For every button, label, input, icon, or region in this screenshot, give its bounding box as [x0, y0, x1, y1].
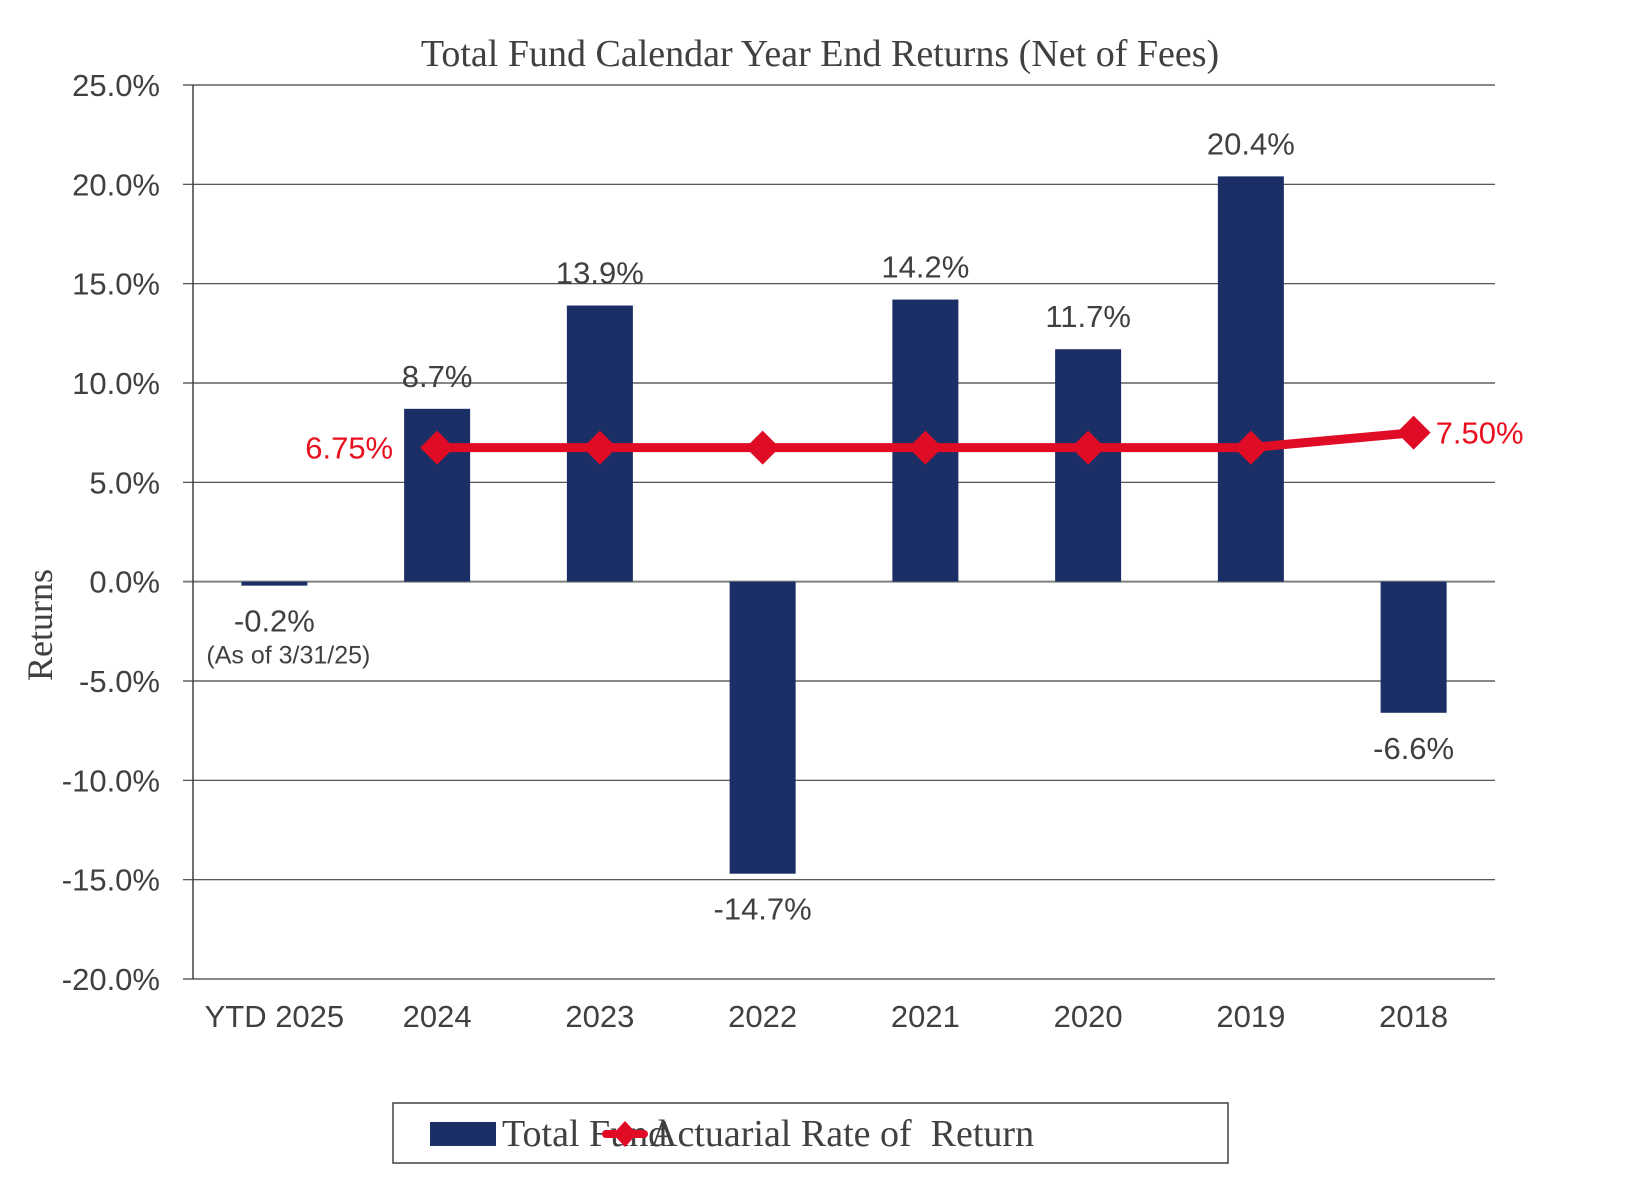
bar-value-label: 8.7%	[402, 359, 473, 394]
data-labels: -0.2% 8.7% 13.9% -14.7% 14.2% 11.7% 20.4% -6.6%…	[206, 126, 1523, 926]
y-tick-label: 20.0%	[72, 167, 160, 202]
y-tick-label: -5.0%	[79, 664, 160, 699]
y-tick-label: 10.0%	[72, 366, 160, 401]
diamond-marker	[1071, 430, 1106, 465]
y-axis-title: Returns	[20, 569, 60, 681]
bar-value-label: 20.4%	[1207, 126, 1295, 161]
y-tick-label: -10.0%	[62, 763, 160, 798]
x-tick-label: 2018	[1379, 999, 1448, 1034]
y-tick-label: 25.0%	[72, 68, 160, 103]
y-tick-label: 15.0%	[72, 267, 160, 302]
bar-value-label: -6.6%	[1373, 731, 1454, 766]
diamond-marker	[420, 430, 455, 465]
actuarial-rate-line	[420, 415, 1431, 465]
legend: Total Fund Actuarial Rate of Return	[392, 1102, 1229, 1164]
chart-title: Total Fund Calendar Year End Returns (Ne…	[421, 33, 1219, 75]
actuarial-rate-label-last: 7.50%	[1436, 416, 1524, 451]
x-tick-label: 2022	[728, 999, 797, 1034]
bar-value-label: 11.7%	[1045, 299, 1131, 334]
bar-total-fund	[729, 581, 796, 874]
x-tick-label: 2021	[891, 999, 960, 1034]
diamond-marker	[582, 430, 617, 465]
y-tick-label: 5.0%	[89, 465, 160, 500]
total-fund-bars	[241, 176, 1447, 874]
legend-label-actuarial-rate: Actuarial Rate of Return	[650, 1113, 1034, 1155]
gridlines	[183, 84, 1495, 980]
bar-total-fund	[1055, 349, 1122, 582]
x-tick-label: YTD 2025	[205, 999, 345, 1034]
x-tick-label: 2024	[403, 999, 472, 1034]
diamond-marker	[1233, 430, 1268, 465]
bar-total-fund	[1217, 176, 1284, 582]
legend-diamond-marker-icon	[613, 1121, 637, 1147]
y-tick-label: -15.0%	[62, 863, 160, 898]
y-tick-label: 0.0%	[89, 565, 160, 600]
x-tick-label: 2019	[1216, 999, 1285, 1034]
bar-value-label: -14.7%	[714, 892, 812, 927]
bar-total-fund	[1380, 581, 1447, 713]
x-tick-label: 2020	[1054, 999, 1123, 1034]
bar-value-label: 14.2%	[881, 250, 969, 285]
diamond-marker	[745, 430, 780, 465]
actuarial-rate-label-first: 6.75%	[305, 431, 393, 466]
y-axis-ticks: 25.0% 20.0% 15.0% 10.0% 5.0% 0.0% -5.0% -10.0% -…	[62, 68, 160, 997]
legend-swatch-total-fund	[430, 1122, 496, 1146]
y-tick-label: -20.0%	[62, 962, 160, 997]
legend-frame	[392, 1102, 1229, 1164]
bar-total-fund	[241, 581, 308, 586]
x-axis-ticks: YTD 2025 2024 2023 2022 2021 2020 2019 2018	[205, 999, 1449, 1034]
bar-value-label: 13.9%	[556, 256, 644, 291]
as-of-date-note: (As of 3/31/25)	[206, 642, 370, 670]
x-tick-label: 2023	[565, 999, 634, 1034]
diamond-marker	[1396, 415, 1431, 450]
diamond-marker	[908, 430, 943, 465]
bar-value-label: -0.2%	[234, 604, 315, 639]
